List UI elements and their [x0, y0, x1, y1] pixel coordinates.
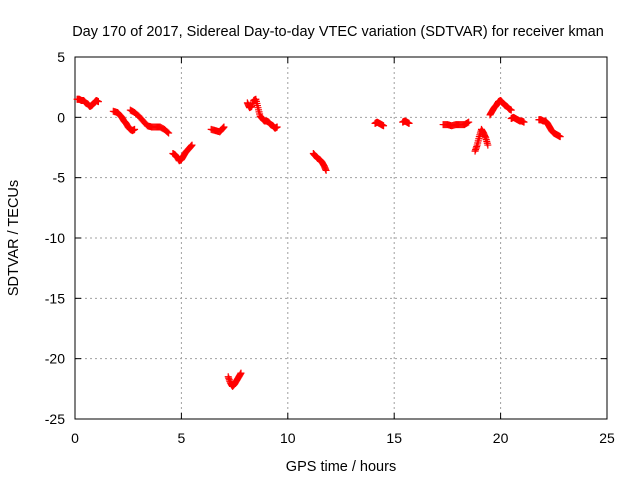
data-point — [484, 141, 492, 149]
data-point — [94, 98, 102, 106]
x-tick-label: 15 — [386, 430, 402, 446]
data-point — [322, 166, 330, 174]
data-point — [405, 119, 413, 127]
y-tick-label: 5 — [57, 49, 65, 65]
axis-ticks: 0 5 10 15 20 25 -25 -20 -15 -10 -5 0 5 — [45, 49, 615, 446]
data-point — [220, 123, 228, 131]
data-points — [73, 95, 564, 390]
x-tick-label: 25 — [599, 430, 615, 446]
data-point — [237, 369, 245, 377]
data-point — [273, 123, 281, 131]
y-tick-label: 0 — [57, 109, 65, 125]
x-tick-label: 10 — [280, 430, 296, 446]
data-point — [507, 106, 515, 114]
x-tick-label: 20 — [493, 430, 509, 446]
y-tick-label: -20 — [45, 351, 65, 367]
data-point — [556, 133, 564, 141]
data-point — [164, 128, 172, 136]
x-axis-label: GPS time / hours — [286, 459, 396, 475]
y-tick-label: -5 — [53, 170, 66, 186]
y-tick-label: -10 — [45, 230, 65, 246]
grid-lines — [75, 57, 607, 419]
chart-title: Day 170 of 2017, Sidereal Day-to-day VTE… — [72, 24, 604, 40]
y-tick-label: -25 — [45, 411, 65, 427]
data-point — [520, 118, 528, 126]
y-tick-label: -15 — [45, 290, 65, 306]
data-point — [131, 125, 139, 133]
y-axis-label: SDTVAR / TECUs — [6, 180, 22, 296]
data-point — [464, 119, 472, 127]
x-tick-label: 5 — [178, 430, 186, 446]
data-point — [380, 122, 388, 130]
x-tick-label: 0 — [71, 430, 79, 446]
data-point — [188, 141, 196, 149]
data-point — [165, 129, 173, 137]
data-point — [465, 118, 473, 126]
